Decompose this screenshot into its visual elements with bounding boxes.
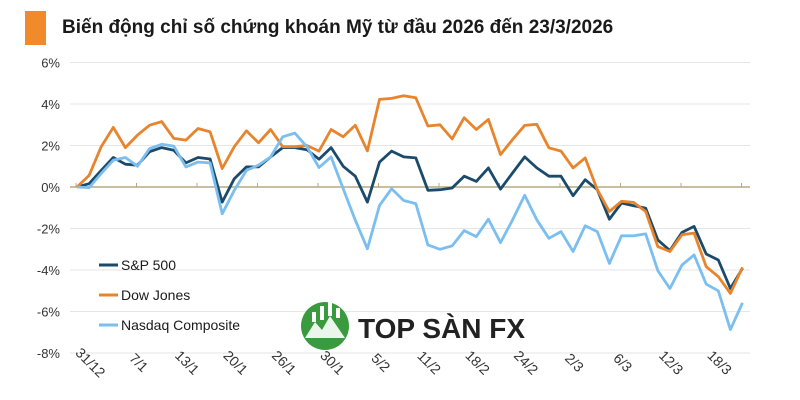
y-tick-label: 0%	[41, 180, 60, 195]
x-tick-label: 12/3	[656, 347, 687, 378]
x-tick-label: 7/1	[126, 350, 151, 375]
x-tick-label: 18/3	[704, 347, 735, 378]
y-tick-label: 2%	[41, 139, 60, 154]
legend: S&P 500 Dow Jones Nasdaq Composite	[99, 257, 240, 333]
x-tick-label: 6/3	[610, 350, 635, 375]
y-tick-label: -4%	[37, 263, 61, 278]
legend-label: Dow Jones	[121, 287, 190, 303]
y-tick-label: -6%	[37, 305, 61, 320]
x-tick-label: 26/1	[269, 347, 300, 378]
x-tick-label: 18/2	[462, 347, 493, 378]
y-tick-label: 4%	[41, 97, 60, 112]
title-accent-bar	[25, 11, 46, 45]
x-tick-label: 24/2	[511, 347, 542, 378]
y-tick-label: -2%	[37, 222, 61, 237]
x-tick-label: 20/1	[220, 347, 251, 378]
series-line-dow-jones	[76, 94, 744, 295]
x-tick-label: 5/2	[368, 350, 393, 375]
series-line-s-p-500	[76, 146, 744, 290]
x-tick-label: 2/3	[562, 350, 587, 375]
watermark-logo: TOP SÀN FX	[301, 300, 525, 350]
series-line-nasdaq-composite	[76, 131, 744, 332]
legend-label: S&P 500	[121, 257, 176, 273]
x-tick-label: 13/1	[172, 347, 203, 378]
x-tick-label: 31/12	[72, 344, 108, 380]
chart-title: Biến động chỉ số chứng khoán Mỹ từ đầu 2…	[62, 17, 614, 38]
y-tick-label: 6%	[41, 56, 60, 71]
legend-label: Nasdaq Composite	[121, 317, 240, 333]
y-tick-label: -8%	[37, 346, 61, 361]
x-tick-label: 11/2	[414, 348, 444, 378]
x-tick-label: 30/1	[317, 347, 348, 378]
watermark-text: TOP SÀN FX	[358, 313, 525, 344]
